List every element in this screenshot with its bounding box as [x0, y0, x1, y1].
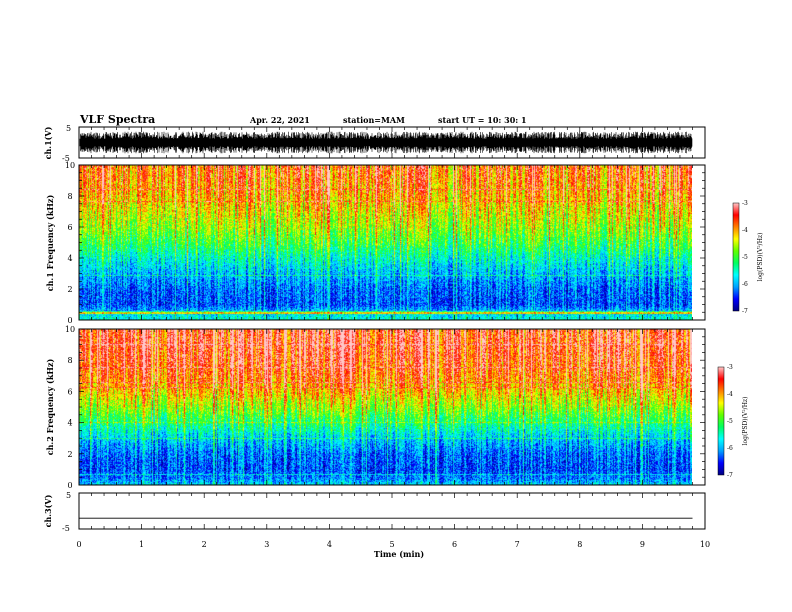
chart-title: VLF Spectra [79, 113, 155, 126]
ch2-spectrogram-ylabel: ch.2 Frequency (kHz) [45, 359, 55, 456]
colorbar-ch2-ticks: -3 -4 -5 -6 -7 [727, 364, 733, 479]
time-tick-label: 7 [515, 540, 520, 549]
colorbar-tick-label: -7 [742, 308, 748, 315]
panel-ch1-spectrogram: 0 2 4 6 8 10 ch.1 Frequency (kHz) [45, 161, 706, 325]
frequency-tick-label: 0 [67, 316, 72, 325]
panel-ch3-waveform: 5 -5 ch.3(V) 0 1 2 3 4 5 6 7 8 9 10 Time (min) [43, 491, 710, 559]
colorbar-tick-label: -3 [727, 364, 733, 371]
frequency-tick-label: 2 [67, 450, 72, 459]
frequency-tick-label: 2 [67, 285, 72, 294]
ch3-ytick-top: 5 [66, 491, 71, 500]
colorbar-tick-label: -6 [727, 445, 733, 452]
colorbar-ch2: -3 -4 -5 -6 -7 log(PSD)(V²/Hz) [717, 364, 749, 479]
panel2-ticks [78, 164, 706, 321]
colorbar-ch1: -3 -4 -5 -6 -7 log(PSD)(V²/Hz) [732, 200, 764, 315]
frequency-tick-label: 6 [67, 223, 72, 232]
ch1-spectrogram-ylabel: ch.1 Frequency (kHz) [45, 195, 55, 292]
time-tick-label: 2 [202, 540, 207, 549]
time-tick-label: 1 [139, 540, 144, 549]
colorbar-ch2-label: log(PSD)(V²/Hz) [742, 397, 749, 446]
time-tick-label: 3 [264, 540, 269, 549]
colorbar-tick-label: -4 [727, 391, 733, 398]
time-tick-label: 4 [327, 540, 332, 549]
time-tick-label: 5 [389, 540, 394, 549]
ch3-ytick-bottom: -5 [62, 524, 70, 533]
frequency-tick-label: 0 [67, 481, 72, 490]
colorbar-ch1-label: log(PSD)(V²/Hz) [757, 233, 764, 282]
ch1-ytick-bottom: -5 [62, 154, 70, 163]
colorbar-tick-label: -7 [727, 472, 733, 479]
time-tick-label: 10 [700, 540, 710, 549]
frequency-tick-label: 8 [67, 356, 72, 365]
ch1-spectrogram-heatmap [79, 165, 692, 320]
colorbar-tick-label: -4 [742, 227, 748, 234]
colorbar-tick-label: -5 [742, 254, 748, 261]
time-axis-ticklabels: 0 1 2 3 4 5 6 7 8 9 10 [76, 540, 710, 549]
colorbar-tick-label: -5 [727, 418, 733, 425]
station-label: station=MAM [343, 115, 405, 125]
colorbar-ch1-ticks: -3 -4 -5 -6 -7 [742, 200, 748, 315]
frequency-tick-label: 4 [67, 254, 72, 263]
frequency-tick-label: 4 [67, 419, 72, 428]
ch2-spectrogram-yticks: 0 2 4 6 8 10 [65, 325, 75, 490]
ch1-waveform-ylabel: ch.1(V) [43, 126, 53, 159]
start-time-label: start UT = 10: 30: 1 [438, 115, 527, 125]
ch3-waveform-ylabel: ch.3(V) [43, 494, 53, 527]
date-label: Apr. 22, 2021 [249, 115, 310, 125]
ch1-ytick-top: 5 [66, 124, 71, 133]
panel1-ticks [78, 127, 706, 158]
frequency-tick-label: 10 [65, 161, 75, 170]
colorbar-tick-label: -3 [742, 200, 748, 207]
frequency-tick-label: 6 [67, 387, 72, 396]
ch2-spectrogram-heatmap [79, 329, 692, 485]
panel-ch1-waveform: 5 -5 ch.1(V) [43, 124, 706, 163]
colorbar-tick-label: -6 [742, 281, 748, 288]
frequency-tick-label: 8 [67, 192, 72, 201]
time-tick-label: 9 [640, 540, 645, 549]
panel-ch2-spectrogram: 0 2 4 6 8 10 ch.2 Frequency (kHz) [45, 325, 706, 490]
frequency-tick-label: 10 [65, 325, 75, 334]
panel4-ticks [78, 493, 706, 529]
time-tick-label: 6 [452, 540, 457, 549]
time-tick-label: 8 [577, 540, 582, 549]
panel3-ticks [78, 328, 706, 486]
time-tick-label: 0 [76, 540, 81, 549]
ch1-spectrogram-yticks: 0 2 4 6 8 10 [65, 161, 75, 325]
time-axis-label: Time (min) [374, 549, 424, 559]
ch1-waveform-trace [79, 131, 693, 154]
